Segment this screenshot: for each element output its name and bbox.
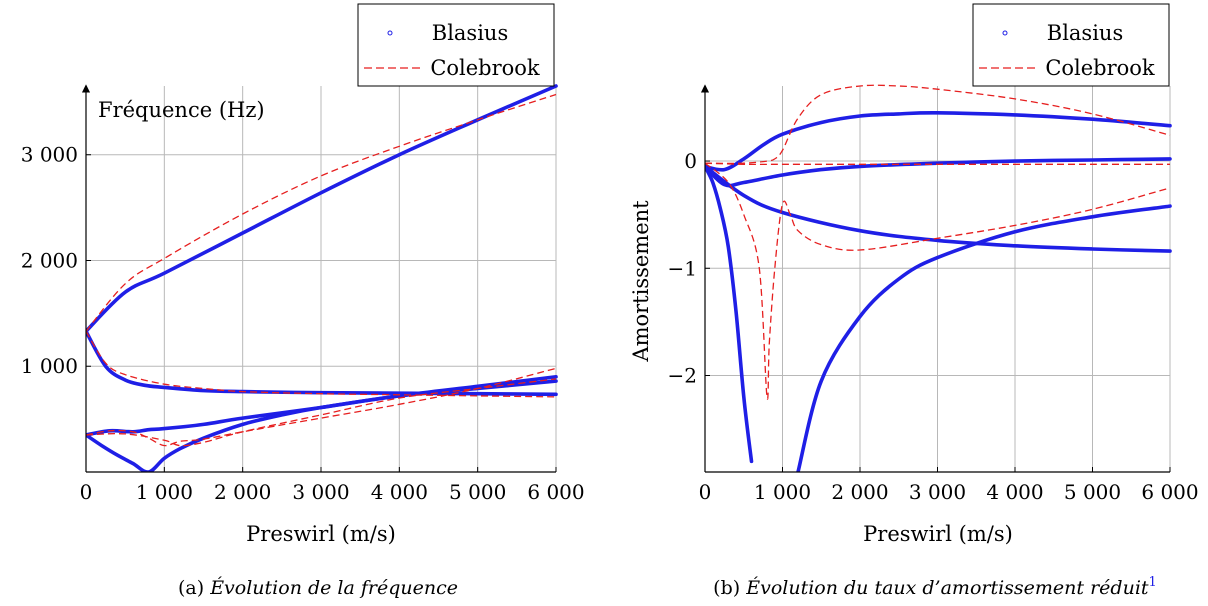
damping-y-tick-label: 0 [684,149,697,173]
frequency-blasius-curve-1 [86,84,558,334]
damping-chart-curves [705,84,1172,472]
frequency-legend-blasius-marker [387,30,393,36]
damping-legend-colebrook-label: Colebrook [1045,56,1155,80]
damping-legend-blasius-label: Blasius [1047,21,1123,45]
damping-y-tick-label: −1 [668,256,697,280]
frequency-y-axis-label: Fréquence (Hz) [98,98,265,122]
damping-legend-blasius-marker [1002,30,1008,36]
damping-x-tick-label: 0 [699,480,712,504]
damping-blasius-curve-3 [705,164,1172,253]
frequency-caption: (a) Évolution de la fréquence [178,576,458,599]
frequency-chart-curves [86,84,558,472]
damping-x-tick-label: 2 000 [831,480,888,504]
damping-caption-prefix: (b) [713,577,740,599]
damping-x-tick-label: 6 000 [1141,480,1198,504]
frequency-caption-text: Évolution de la fréquence [209,576,458,599]
damping-x-tick-label: 3 000 [909,480,966,504]
frequency-y-tick-label: 3 000 [21,143,78,167]
frequency-blasius-curve-4 [86,375,558,472]
damping-y-axis-label: Amortissement [629,200,653,363]
frequency-colebrook-curve-1 [86,93,557,332]
frequency-x-tick-label: 1 000 [136,480,193,504]
damping-blasius-curve-4 [705,164,754,464]
frequency-legend-box [357,3,555,87]
frequency-x-tick-label: 5 000 [449,480,506,504]
damping-x-tick-label: 4 000 [986,480,1043,504]
damping-colebrook-curve-3 [705,162,1171,400]
frequency-y-tick-label: 2 000 [21,248,78,272]
frequency-x-tick-label: 4 000 [371,480,428,504]
damping-blasius-curve-5 [796,204,1172,472]
damping-chart-legend: Blasius Colebrook [972,3,1170,87]
damping-blasius-curve-1 [705,110,1172,172]
frequency-chart: 0 1 000 2 000 3 000 4 000 5 000 6 000 1 000 2 00… [21,3,585,599]
frequency-chart-ticks: 0 1 000 2 000 3 000 4 000 5 000 6 000 1 000 2 00… [21,143,585,504]
damping-colebrook-curve-2 [705,162,1170,166]
damping-caption-footnote: 1 [1149,575,1157,590]
damping-x-axis-label: Preswirl (m/s) [863,522,1013,546]
damping-caption-text: Évolution du taux d’amortissement réduit [745,576,1149,599]
damping-legend-box [972,3,1170,87]
damping-chart-grid [705,86,1171,472]
frequency-x-tick-label: 0 [80,480,93,504]
frequency-x-tick-label: 3 000 [292,480,349,504]
frequency-x-tick-label: 2 000 [214,480,271,504]
frequency-legend-colebrook-label: Colebrook [430,56,540,80]
damping-chart: 0 1 000 2 000 3 000 4 000 5 000 6 000 0 −1 −2 Amo… [629,3,1199,599]
frequency-caption-prefix: (a) [178,577,204,599]
frequency-x-tick-label: 6 000 [527,480,584,504]
damping-x-tick-label: 5 000 [1064,480,1121,504]
frequency-colebrook-curve-3 [86,367,557,447]
damping-caption: (b) Évolution du taux d’amortissement ré… [713,575,1157,599]
frequency-colebrook-curve-4 [86,378,557,447]
frequency-chart-grid [86,86,557,472]
frequency-chart-legend: Blasius Colebrook [357,3,555,87]
frequency-y-tick-label: 1 000 [21,354,78,378]
damping-blasius-curve-2 [705,157,1172,188]
frequency-legend-blasius-label: Blasius [432,21,508,45]
frequency-colebrook-curve-2 [86,330,557,398]
damping-y-tick-label: −2 [668,364,697,388]
damping-x-tick-label: 1 000 [754,480,811,504]
frequency-x-axis-label: Preswirl (m/s) [246,522,396,546]
damping-chart-ticks: 0 1 000 2 000 3 000 4 000 5 000 6 000 0 −1 −2 [668,149,1199,504]
